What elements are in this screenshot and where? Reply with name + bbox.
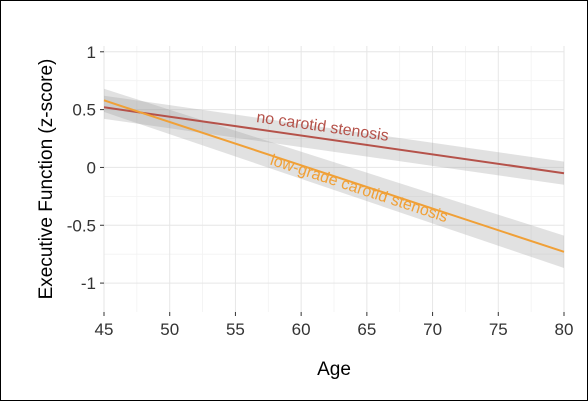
y-tick-label: -0.5 <box>67 216 96 235</box>
y-tick-label: 0 <box>87 158 96 177</box>
x-tick-label: 80 <box>555 320 574 339</box>
x-axis-title: Age <box>317 359 351 380</box>
y-tick-label: -1 <box>81 274 96 293</box>
y-axis-ticks: 1 0.5 0 -0.5 -1 <box>67 43 104 293</box>
x-tick-label: 45 <box>95 320 114 339</box>
series-line-0 <box>103 106 565 175</box>
x-axis-ticks: 45 50 55 60 65 70 75 80 <box>95 312 574 339</box>
series-line-1 <box>103 99 565 253</box>
series-lines <box>103 99 565 253</box>
confidence-band-1 <box>104 88 564 269</box>
x-tick-label: 50 <box>160 320 179 339</box>
major-gridlines <box>103 46 565 312</box>
x-tick-label: 75 <box>489 320 508 339</box>
x-tick-label: 65 <box>357 320 376 339</box>
y-axis-title: Executive Function (z-score) <box>36 59 57 300</box>
x-tick-label: 60 <box>292 320 311 339</box>
x-tick-label: 70 <box>423 320 442 339</box>
y-tick-label: 0.5 <box>72 101 96 120</box>
x-tick-label: 55 <box>226 320 245 339</box>
minor-gridlines <box>104 46 564 312</box>
y-tick-label: 1 <box>87 43 96 62</box>
